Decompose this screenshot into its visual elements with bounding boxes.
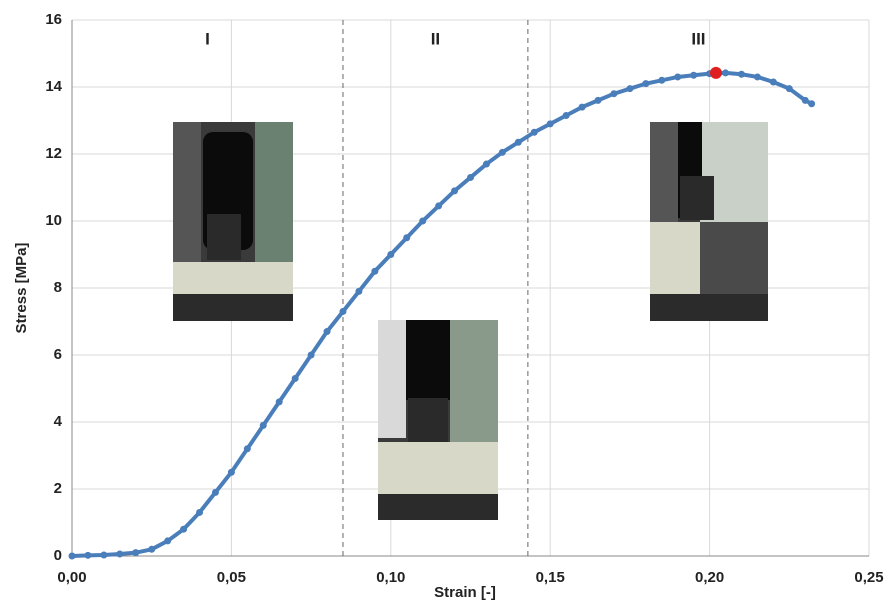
x-tick-label: 0,20 xyxy=(695,569,724,586)
data-point xyxy=(132,549,140,557)
data-point xyxy=(658,76,666,84)
data-point xyxy=(451,187,459,195)
data-point xyxy=(227,468,235,476)
data-point xyxy=(355,287,363,295)
x-tick-label: 0,15 xyxy=(536,569,565,586)
data-point xyxy=(674,73,682,81)
data-point xyxy=(769,78,777,86)
y-tick-label: 0 xyxy=(54,547,62,564)
data-point xyxy=(626,85,634,93)
y-axis-label: Stress [MPa] xyxy=(13,243,30,334)
data-point xyxy=(323,328,331,336)
data-point xyxy=(100,551,108,559)
y-tick-label: 6 xyxy=(54,346,62,363)
region-label: II xyxy=(431,29,440,48)
x-tick-label: 0,25 xyxy=(854,569,883,586)
y-tick-label: 8 xyxy=(54,279,62,296)
data-point xyxy=(801,96,809,104)
y-tick-label: 10 xyxy=(45,212,62,229)
data-point xyxy=(403,234,411,242)
data-point xyxy=(578,103,586,111)
photo xyxy=(650,122,768,321)
data-point xyxy=(68,552,76,560)
y-tick-label: 4 xyxy=(54,413,63,430)
data-point xyxy=(419,217,427,225)
y-tick-label: 2 xyxy=(54,480,62,497)
data-point xyxy=(243,445,251,453)
data-point xyxy=(642,80,650,88)
data-point xyxy=(259,421,267,429)
region-label: I xyxy=(205,29,210,48)
data-point xyxy=(387,251,395,258)
data-point xyxy=(196,508,204,516)
data-point xyxy=(530,128,538,136)
data-point xyxy=(610,90,618,98)
data-point xyxy=(808,100,816,108)
y-tick-label: 16 xyxy=(45,11,62,28)
data-point xyxy=(211,488,219,496)
data-point xyxy=(435,202,443,210)
photo xyxy=(173,122,293,321)
x-tick-label: 0,00 xyxy=(57,569,86,586)
max-point xyxy=(709,66,722,79)
data-point xyxy=(753,73,761,81)
data-point xyxy=(291,374,299,382)
data-point xyxy=(482,160,490,168)
data-point xyxy=(690,71,698,79)
data-point xyxy=(514,138,522,146)
data-point xyxy=(562,111,570,119)
data-point xyxy=(722,69,730,77)
data-point xyxy=(84,551,92,559)
data-point xyxy=(785,85,793,93)
data-point xyxy=(737,70,745,78)
data-point xyxy=(467,173,474,181)
specimen-photos xyxy=(173,122,768,520)
y-tick-label: 14 xyxy=(45,78,62,95)
region-label: III xyxy=(691,29,705,48)
data-point xyxy=(307,351,315,359)
data-point xyxy=(180,525,188,533)
data-point xyxy=(116,550,124,558)
x-tick-label: 0,10 xyxy=(376,569,405,586)
photo xyxy=(378,320,498,520)
data-point xyxy=(164,537,172,545)
y-tick-label: 12 xyxy=(45,145,62,162)
data-point xyxy=(594,96,602,104)
x-axis-label: Strain [-] xyxy=(434,584,496,601)
data-point xyxy=(546,120,554,128)
data-point xyxy=(148,545,156,553)
data-point xyxy=(371,267,379,275)
data-point xyxy=(498,148,506,156)
data-point xyxy=(339,307,347,315)
x-tick-label: 0,05 xyxy=(217,569,246,586)
data-point xyxy=(275,398,283,406)
